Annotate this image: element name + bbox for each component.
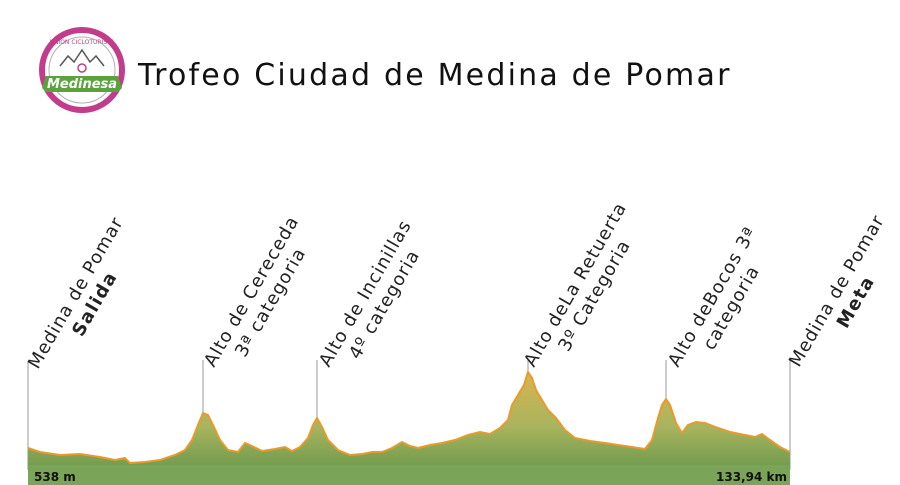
total-distance: 133,94 km (716, 470, 787, 484)
start-elevation: 538 m (34, 470, 76, 484)
logo-top-text: UNION CICLOTURISTA (50, 39, 116, 46)
profile-line (27, 369, 791, 465)
page-title: Trofeo Ciudad de Medina de Pomar (138, 58, 732, 93)
baseline-band (28, 465, 790, 485)
logo-banner-text: Medinesa (47, 77, 117, 92)
profile-area (28, 372, 790, 470)
club-logo: Medinesa UNION CICLOTURISTA (39, 27, 125, 113)
